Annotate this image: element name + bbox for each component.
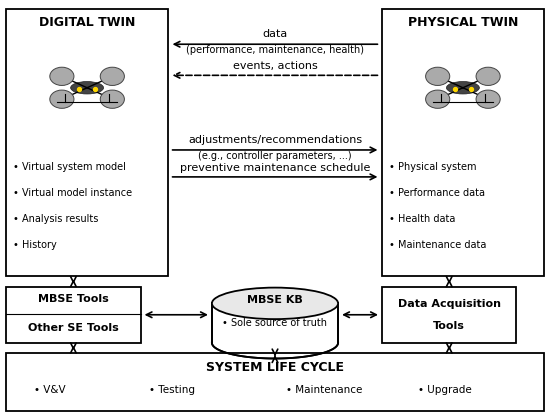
Text: • Maintenance data: • Maintenance data bbox=[388, 240, 486, 250]
Text: • Performance data: • Performance data bbox=[388, 188, 485, 198]
Text: • Testing: • Testing bbox=[149, 385, 195, 395]
Ellipse shape bbox=[212, 287, 338, 319]
Bar bbox=[382, 9, 544, 276]
Text: Other SE Tools: Other SE Tools bbox=[28, 323, 119, 333]
Point bbox=[91, 85, 100, 92]
Text: adjustments/recommendations: adjustments/recommendations bbox=[188, 135, 362, 145]
Text: • Analysis results: • Analysis results bbox=[13, 214, 98, 224]
Text: • Virtual system model: • Virtual system model bbox=[13, 162, 125, 172]
Bar bbox=[382, 287, 516, 343]
Circle shape bbox=[426, 90, 450, 108]
Ellipse shape bbox=[70, 82, 103, 94]
Point bbox=[74, 85, 83, 92]
Circle shape bbox=[50, 67, 74, 85]
Circle shape bbox=[100, 67, 124, 85]
Text: • V&V: • V&V bbox=[34, 385, 65, 395]
Text: DIGITAL TWIN: DIGITAL TWIN bbox=[39, 17, 135, 30]
Point bbox=[467, 85, 476, 92]
Text: events, actions: events, actions bbox=[233, 61, 317, 71]
Text: PHYSICAL TWIN: PHYSICAL TWIN bbox=[408, 17, 518, 30]
Bar bbox=[6, 287, 141, 343]
Text: • Maintenance: • Maintenance bbox=[286, 385, 362, 395]
Point bbox=[450, 85, 459, 92]
Bar bbox=[6, 353, 544, 411]
Text: Data Acquisition: Data Acquisition bbox=[398, 299, 500, 309]
Text: • Upgrade: • Upgrade bbox=[417, 385, 471, 395]
Ellipse shape bbox=[447, 82, 480, 94]
Text: • Physical system: • Physical system bbox=[388, 162, 476, 172]
Text: preventive maintenance schedule: preventive maintenance schedule bbox=[180, 163, 370, 173]
Text: • History: • History bbox=[13, 240, 57, 250]
Text: MBSE KB: MBSE KB bbox=[247, 295, 303, 305]
Text: (performance, maintenance, health): (performance, maintenance, health) bbox=[186, 45, 364, 55]
Polygon shape bbox=[212, 303, 338, 359]
Circle shape bbox=[100, 90, 124, 108]
Text: • Virtual model instance: • Virtual model instance bbox=[13, 188, 132, 198]
Text: Tools: Tools bbox=[433, 321, 465, 331]
Circle shape bbox=[476, 90, 500, 108]
Text: MBSE Tools: MBSE Tools bbox=[38, 294, 109, 304]
Bar bbox=[6, 9, 168, 276]
Circle shape bbox=[426, 67, 450, 85]
Text: data: data bbox=[262, 29, 288, 39]
Text: (e.g., controller parameters, ...): (e.g., controller parameters, ...) bbox=[198, 151, 352, 161]
Circle shape bbox=[476, 67, 500, 85]
Text: • Sole source of truth: • Sole source of truth bbox=[223, 318, 327, 328]
Text: SYSTEM LIFE CYCLE: SYSTEM LIFE CYCLE bbox=[206, 362, 344, 374]
Text: • Health data: • Health data bbox=[388, 214, 455, 224]
Circle shape bbox=[50, 90, 74, 108]
